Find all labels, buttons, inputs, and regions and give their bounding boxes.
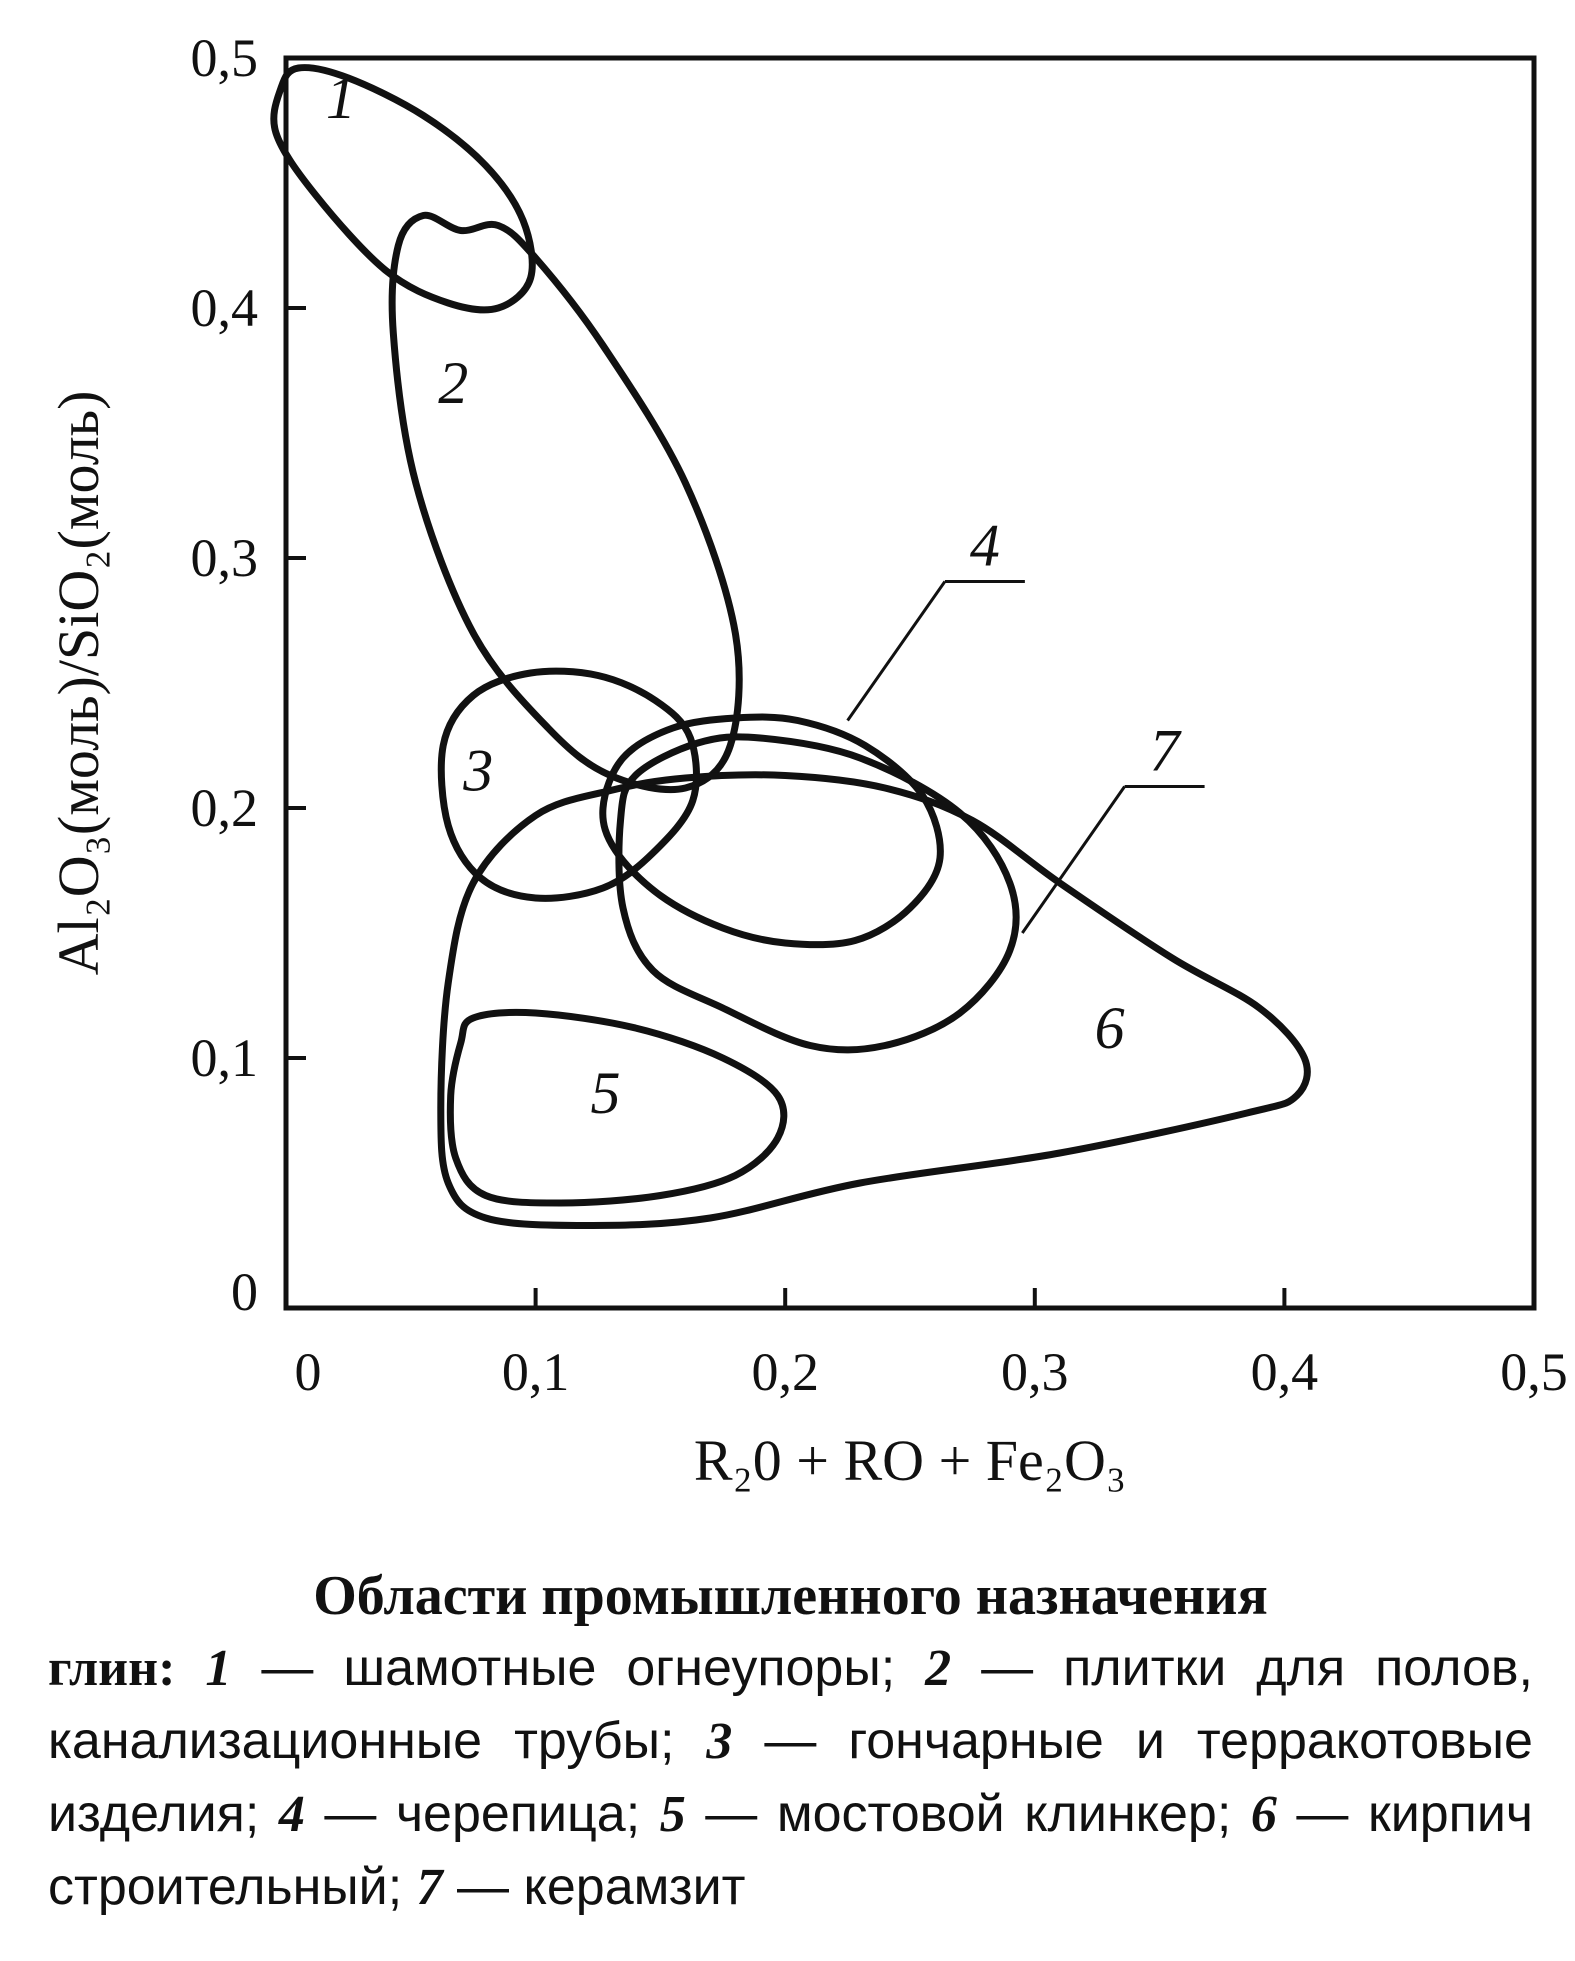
region-5-outline xyxy=(446,1008,788,1207)
caption-item-text: кирпич строительный; xyxy=(48,1785,1533,1916)
x-tick-label: 0,2 xyxy=(751,1342,819,1402)
caption-items: 1 — шамотные огнеупоры; 2 — плитки для п… xyxy=(48,1639,1533,1916)
y-tick-label: 0,3 xyxy=(191,528,259,588)
caption-item-text: шамотные огнеупоры; xyxy=(343,1639,896,1697)
x-tick-label: 0,1 xyxy=(502,1342,570,1402)
regions-layer xyxy=(270,64,1311,1229)
y-tick-label: 0,4 xyxy=(191,278,259,338)
x-tick-label: 0,4 xyxy=(1251,1342,1319,1402)
y-tick-label: 0 xyxy=(231,1262,258,1322)
caption-item-number: 1 xyxy=(205,1640,232,1697)
y-tick-label: 0,5 xyxy=(191,28,259,88)
caption-item-number: 7 xyxy=(416,1859,443,1916)
caption-item-text: мостовой клинкер; xyxy=(776,1785,1232,1843)
y-tick-label: 0,1 xyxy=(191,1028,259,1088)
x-tick-label: 0 xyxy=(295,1342,322,1402)
region-2-outline xyxy=(388,211,743,794)
region-6-outline xyxy=(437,771,1311,1229)
y-tick-label: 0,2 xyxy=(191,778,259,838)
region-5-label: 5 xyxy=(590,1060,620,1126)
caption-lead: глин: xyxy=(48,1640,176,1697)
y-axis-ticks: 0 0,1 0,2 0,3 0,4 0,5 xyxy=(191,28,306,1322)
figure-caption: Области промышленного назначения глин: 1… xyxy=(48,1560,1533,1924)
caption-item-text: гончарные и терракотовые изделия; xyxy=(48,1712,1533,1843)
region-labels: 1 2 3 4 5 6 7 xyxy=(326,65,1183,1126)
x-axis-ticks: 0 0,1 0,2 0,3 0,4 0,5 xyxy=(295,1288,1568,1402)
region-6-label: 6 xyxy=(1095,995,1125,1061)
caption-item-number: 2 xyxy=(925,1640,952,1697)
caption-item-number: 6 xyxy=(1250,1786,1277,1843)
region-1-outline xyxy=(270,64,536,314)
y-axis-title: Al₂O₃(моль)/SiO₂(моль) xyxy=(46,391,111,976)
region-7-label: 7 xyxy=(1150,718,1183,784)
region-4-label: 4 xyxy=(970,513,1000,579)
caption-item-number: 4 xyxy=(278,1786,305,1843)
region-2-label: 2 xyxy=(438,350,468,416)
region-3-label: 3 xyxy=(462,738,493,804)
caption-item-number: 3 xyxy=(706,1713,733,1770)
region-4-outline xyxy=(599,713,944,949)
caption-item-number: 5 xyxy=(659,1786,686,1843)
x-axis-title: R₂0 + RO + Fe₂O₃ xyxy=(694,1428,1126,1493)
plot-frame xyxy=(283,55,1537,1311)
x-tick-label: 0,5 xyxy=(1500,1342,1568,1402)
region-7-leader-line xyxy=(1021,785,1126,934)
caption-item-text: плитки для полов, канализационные трубы; xyxy=(48,1639,1533,1770)
chart: 0 0,1 0,2 0,3 0,4 0,5 0 0,1 0,2 0,3 0,4 0,5 1 2 3 4 5 6… xyxy=(46,28,1568,1493)
x-tick-label: 0,3 xyxy=(1001,1342,1069,1402)
region-7-outline xyxy=(615,733,1020,1054)
caption-item-text: керамзит xyxy=(523,1858,746,1916)
region-4-leader-line xyxy=(846,580,947,722)
caption-item-text: черепица; xyxy=(395,1785,641,1843)
caption-title: Области промышленного назначения xyxy=(313,1565,1268,1627)
region-3-outline xyxy=(437,667,700,902)
region-1-label: 1 xyxy=(326,65,356,131)
leader-lines-layer xyxy=(846,580,1205,934)
